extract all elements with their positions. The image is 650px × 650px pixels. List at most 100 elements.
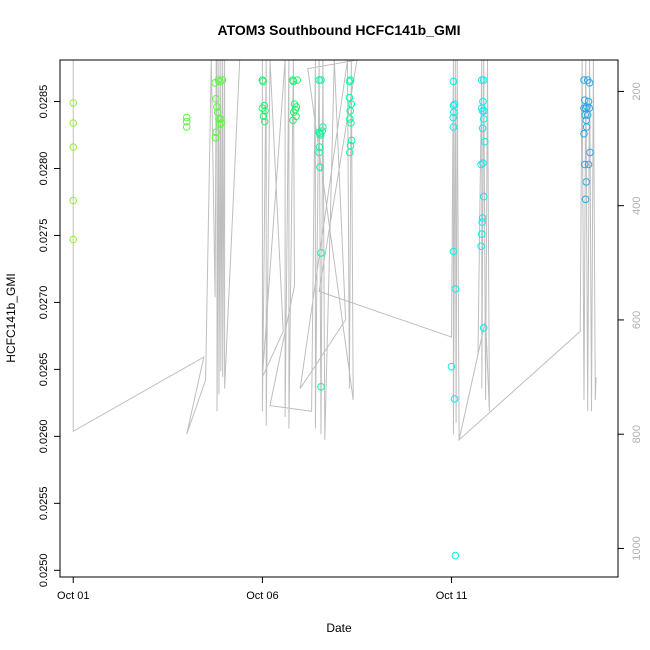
data-point (319, 123, 327, 131)
data-point (346, 115, 354, 123)
data-point (586, 148, 594, 157)
plot-frame (59, 59, 619, 578)
data-point (451, 551, 460, 560)
data-point (478, 218, 487, 226)
data-point (581, 195, 590, 204)
data-point (477, 242, 485, 250)
data-point (292, 103, 301, 111)
data-point (316, 131, 325, 139)
data-point (345, 93, 354, 102)
chart-title: ATOM3 Southbound HCFC141b_GMI (218, 22, 461, 38)
data-point (69, 143, 77, 151)
data-point (182, 117, 191, 126)
data-point (449, 113, 457, 122)
data-point (581, 111, 589, 119)
data-point (449, 123, 458, 131)
data-point (449, 247, 458, 256)
data-point (345, 77, 354, 86)
data-point (258, 104, 267, 112)
data-point (479, 324, 488, 332)
data-point (580, 96, 589, 104)
x-tick-label: Oct 11 (436, 590, 468, 602)
data-point (481, 137, 489, 146)
data-point (478, 124, 487, 133)
y2-tick-label: 400 (631, 196, 643, 214)
data-point (182, 113, 191, 122)
data-point (451, 285, 460, 293)
y-tick-label: 0.0260 (38, 420, 50, 454)
y-tick-label: 0.0255 (38, 487, 50, 521)
data-point (583, 111, 592, 119)
data-point (346, 76, 355, 84)
data-point (347, 136, 356, 145)
y2-tick-label: 200 (631, 82, 643, 100)
y-tick-label: 0.0270 (38, 286, 50, 320)
data-point (582, 123, 591, 131)
data-point (211, 133, 220, 142)
data-point (584, 160, 593, 169)
data-point (580, 160, 589, 169)
y-tick-label: 0.0285 (38, 85, 50, 119)
data-point (478, 214, 487, 222)
data-point (582, 178, 591, 186)
data-point (69, 235, 77, 244)
data-point (318, 127, 327, 135)
data-point (69, 196, 77, 205)
data-point (315, 76, 323, 84)
data-point (214, 76, 223, 84)
data-point (317, 76, 325, 84)
data-point (478, 76, 486, 84)
y-tick-label: 0.0265 (38, 353, 50, 387)
data-point (346, 148, 354, 157)
data-point (447, 362, 456, 371)
data-point (479, 115, 488, 123)
data-point (315, 143, 324, 151)
data-point (477, 160, 485, 169)
data-point (479, 97, 487, 106)
x-axis: Oct 01 Oct 06 Oct 11 (57, 577, 467, 602)
data-point (69, 99, 77, 107)
data-point (450, 395, 459, 403)
data-point (347, 119, 355, 127)
data-point (450, 108, 458, 116)
data-point (449, 77, 458, 86)
data-point (215, 115, 223, 123)
points-layer (69, 76, 594, 560)
data-point (261, 107, 269, 115)
data-point (580, 129, 588, 138)
y-tick-label: 0.0280 (38, 152, 50, 186)
data-point (479, 192, 488, 201)
data-point (316, 163, 324, 171)
data-point (478, 230, 486, 238)
data-point (585, 79, 594, 87)
x-tick-label: Oct 01 (57, 590, 89, 602)
data-point (260, 117, 269, 126)
data-point (213, 103, 221, 111)
data-point (217, 115, 225, 123)
y2-axis: 200 400 600 800 1000 (618, 82, 643, 561)
profile-line-layer (72, 59, 597, 442)
y-tick-label: 0.0250 (38, 553, 50, 587)
y2-tick-label: 800 (631, 425, 643, 443)
y2-tick-label: 600 (631, 311, 643, 329)
data-point (479, 159, 487, 167)
data-point (479, 76, 488, 84)
data-point (450, 100, 459, 108)
data-point (289, 116, 297, 125)
data-point (583, 103, 591, 111)
y-tick-label: 0.0275 (38, 219, 50, 253)
data-point (69, 119, 77, 127)
data-point (289, 77, 298, 86)
data-point (182, 123, 191, 131)
x-axis-label: Date (326, 621, 352, 635)
data-point (218, 76, 227, 84)
data-point (315, 148, 323, 157)
data-point (347, 100, 356, 108)
data-point (480, 107, 488, 115)
profile-line (72, 59, 597, 442)
data-point (215, 120, 224, 129)
data-point (317, 249, 325, 257)
data-point (259, 77, 267, 86)
data-point (259, 112, 268, 121)
data-point (293, 76, 302, 84)
